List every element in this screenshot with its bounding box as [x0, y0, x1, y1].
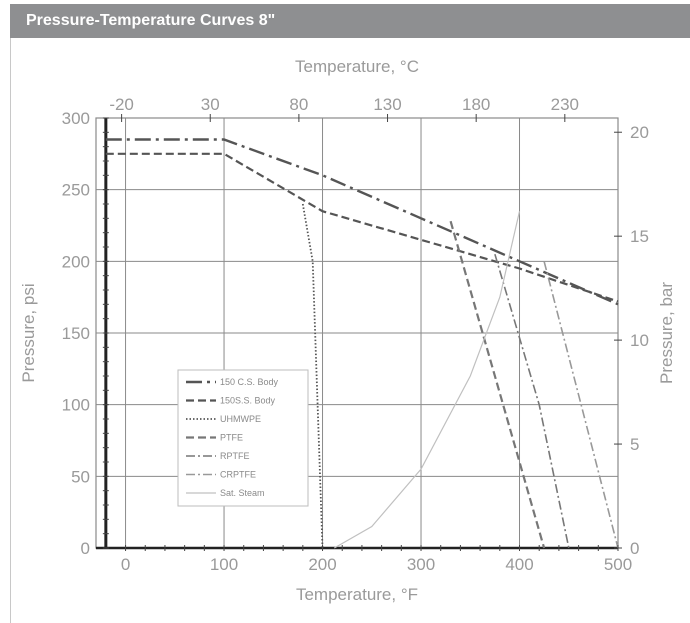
tick-label-y2: 0 — [630, 539, 639, 558]
series-line-5 — [494, 253, 570, 549]
series-line-1 — [105, 138, 619, 306]
chart-header: Pressure-Temperature Curves 8" — [10, 4, 690, 38]
tick-label-y: 0 — [81, 539, 90, 558]
legend: 150 C.S. Body 150S.S. Body UHMWPE PTFE RPTFE… — [177, 369, 309, 507]
series-layer — [105, 138, 619, 549]
legend-entry: UHMWPE — [220, 414, 261, 424]
chart-title: Pressure-Temperature Curves 8" — [26, 12, 276, 29]
legend-entry: CRPTFE — [220, 470, 256, 480]
tick-label-x2: 130 — [373, 95, 401, 114]
tick-label-y: 100 — [62, 396, 90, 415]
tick-label-y2: 5 — [630, 435, 639, 454]
tick-label-x2: 80 — [289, 95, 308, 114]
tick-label-x: 0 — [121, 555, 130, 574]
tick-label-y: 50 — [71, 467, 90, 486]
tick-label-y2: 20 — [630, 123, 649, 142]
legend-entry: PTFE — [220, 433, 243, 443]
series-line-7 — [334, 211, 521, 549]
tick-label-y: 300 — [62, 109, 90, 128]
x-axis-title: Temperature, °F — [296, 585, 418, 604]
tick-label-y: 200 — [62, 252, 90, 271]
tick-label-x: 400 — [505, 555, 533, 574]
y2-axis-title: Pressure, bar — [657, 282, 676, 384]
x2-axis-title: Temperature, °C — [295, 57, 419, 76]
legend-entry: 150S.S. Body — [220, 396, 276, 406]
tick-label-y: 250 — [62, 181, 90, 200]
series-line-4 — [449, 220, 546, 549]
series-line-6 — [543, 261, 619, 549]
tick-label-y2: 10 — [630, 331, 649, 350]
tick-label-y2: 15 — [630, 227, 649, 246]
legend-entry: 150 C.S. Body — [220, 377, 279, 387]
tick-label-x: 100 — [210, 555, 238, 574]
grid — [95, 117, 619, 550]
series-line-3 — [301, 203, 324, 549]
legend-entry: RPTFE — [220, 451, 250, 461]
legend-entry: Sat. Steam — [220, 488, 265, 498]
tick-label-x: 200 — [308, 555, 336, 574]
tick-label-x2: 180 — [462, 95, 490, 114]
tick-label-x: 500 — [604, 555, 632, 574]
tick-label-x2: 30 — [201, 95, 220, 114]
y-axis-title: Pressure, psi — [19, 283, 38, 382]
tick-label-x: 300 — [407, 555, 435, 574]
tick-label-y: 150 — [62, 324, 90, 343]
tick-label-x2: -20 — [109, 95, 134, 114]
frame-border — [10, 38, 11, 623]
tick-label-x2: 230 — [551, 95, 579, 114]
series-line-2 — [105, 152, 619, 303]
